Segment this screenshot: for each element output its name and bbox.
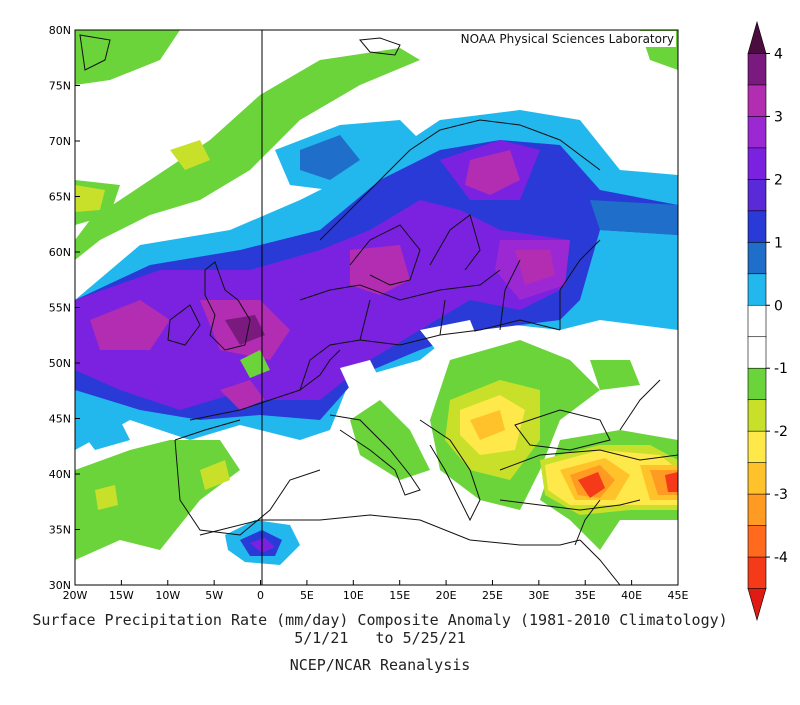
longitude-labels: 20W 15W 10W 5W 0 5E 10E 15E 20E 25E 30E 35E 40E 45E [63, 589, 689, 602]
colorbar-swatch [747, 84, 767, 118]
colorbar-tick-label: -2 [774, 424, 788, 440]
lon-tick-label: 45E [668, 589, 689, 602]
lat-tick-label: 80N [49, 24, 71, 37]
lat-tick-label: 45N [49, 413, 71, 426]
colorbar-swatch [747, 556, 767, 590]
lon-tick-label: 15E [389, 589, 410, 602]
colorbar-swatch [747, 336, 767, 370]
anomaly-field [75, 30, 678, 565]
colorbar-swatch [747, 242, 767, 275]
lon-tick-label: 10E [343, 589, 364, 602]
colorbar-swatch [747, 273, 767, 307]
colorbar-swatch [747, 179, 767, 212]
lon-tick-label: 0 [257, 589, 264, 602]
lat-tick-label: 65N [49, 191, 71, 204]
lat-tick-label: 40N [49, 468, 71, 481]
lat-tick-label: 35N [49, 524, 71, 537]
credit-background [418, 31, 676, 47]
colorbar-swatch [747, 462, 767, 495]
lon-tick-label: 15W [109, 589, 134, 602]
credit-label: NOAA Physical Sciences Laboratory [461, 32, 674, 46]
coastlines [79, 34, 678, 585]
colorbar-tick-label: 4 [774, 46, 783, 62]
colorbar-swatch [747, 116, 767, 149]
colorbar-tick-label: 1 [774, 235, 783, 251]
lon-tick-label: 5E [300, 589, 314, 602]
colorbar-swatch [747, 430, 767, 464]
lat-tick-label: 60N [49, 246, 71, 259]
lon-tick-label: 25E [482, 589, 503, 602]
lat-tick-label: 75N [49, 80, 71, 93]
colorbar-swatch [747, 399, 767, 432]
colorbar-tick-label: 2 [774, 172, 783, 188]
colorbar-swatch [747, 367, 767, 401]
colorbar-swatch [747, 210, 767, 244]
colorbar-tick-label: -1 [774, 361, 788, 377]
axis-ticks [74, 29, 679, 586]
figure-title-line1: Surface Precipitation Rate (mm/day) Comp… [32, 611, 728, 629]
figure-title-line2: 5/1/21 to 5/25/21 [294, 629, 466, 647]
lon-tick-label: 30E [528, 589, 549, 602]
lat-tick-label: 55N [49, 302, 71, 315]
colorbar-tick-label: 3 [774, 109, 783, 125]
colorbar-swatch [747, 304, 767, 338]
lat-tick-label: 50N [49, 357, 71, 370]
lon-tick-label: 5W [205, 589, 223, 602]
lon-tick-label: 40E [621, 589, 642, 602]
lon-tick-label: 35E [575, 589, 596, 602]
lat-tick-label: 70N [49, 135, 71, 148]
colorbar-tick-label: 0 [774, 298, 783, 314]
lon-tick-label: 20E [436, 589, 457, 602]
colorbar-tick-label: -4 [774, 550, 788, 566]
colorbar-swatch [747, 20, 767, 54]
lon-tick-label: 10W [155, 589, 180, 602]
colorbar: 4 3 2 1 0 -1 -2 -3 -4 [747, 20, 788, 622]
colorbar-tick-label: -3 [774, 487, 788, 503]
lat-tick-label: 30N [49, 579, 71, 592]
latitude-labels: 80N 75N 70N 65N 60N 55N 50N 45N 40N 35N 30N [49, 24, 71, 592]
lon-tick-label: 20W [63, 589, 88, 602]
colorbar-swatch [747, 588, 767, 622]
colorbar-swatch [747, 493, 767, 527]
colorbar-swatch [747, 525, 767, 558]
figure-source: NCEP/NCAR Reanalysis [289, 656, 471, 674]
colorbar-swatch [747, 53, 767, 86]
colorbar-swatch [747, 147, 767, 181]
